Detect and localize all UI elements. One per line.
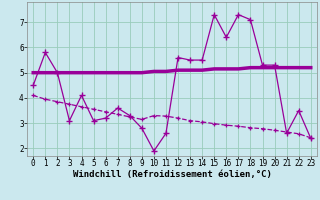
X-axis label: Windchill (Refroidissement éolien,°C): Windchill (Refroidissement éolien,°C) (73, 170, 271, 179)
